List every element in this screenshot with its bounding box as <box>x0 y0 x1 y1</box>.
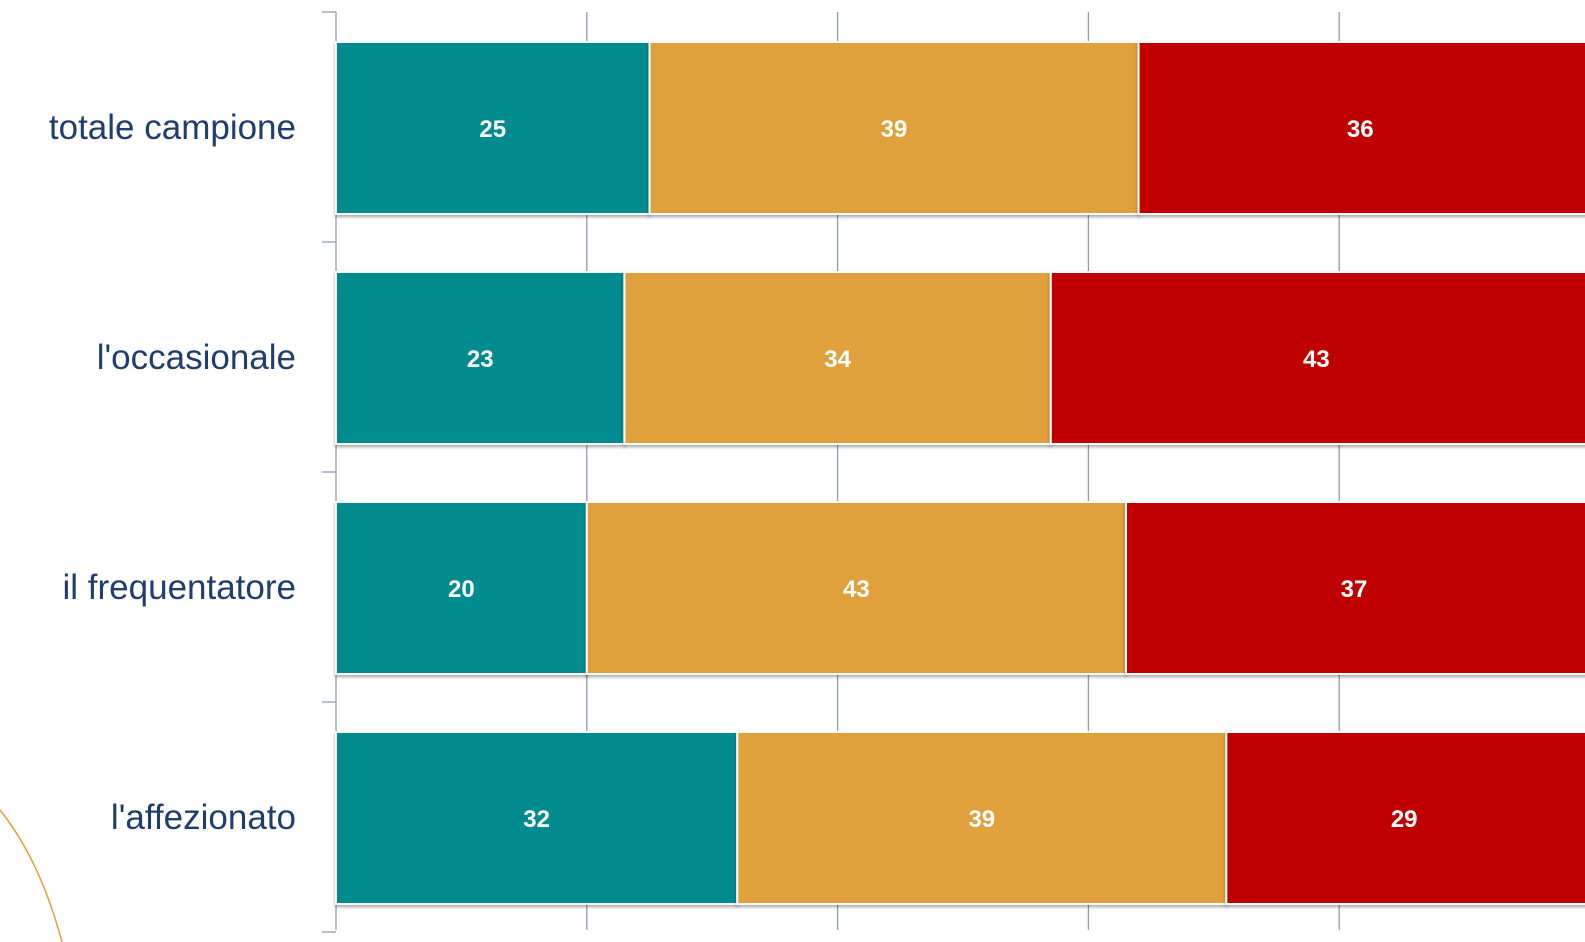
category-label-2: il frequentatore <box>63 568 296 607</box>
data-label-2-2: 37 <box>1341 576 1368 603</box>
bar-3-1 <box>736 731 1228 905</box>
bar-1-2 <box>1049 271 1585 445</box>
data-label-0-1: 39 <box>881 116 908 143</box>
data-label-3-2: 29 <box>1391 806 1418 833</box>
data-label-2-0: 20 <box>448 576 475 603</box>
bar-3-0 <box>335 731 739 905</box>
data-label-2-1: 43 <box>843 576 870 603</box>
data-label-1-1: 34 <box>824 346 851 373</box>
decorative-arc <box>0 809 63 942</box>
category-label-0: totale campione <box>49 108 296 147</box>
category-label-1: l'occasionale <box>97 338 296 377</box>
data-label-1-0: 23 <box>467 346 494 373</box>
data-label-1-2: 43 <box>1303 346 1330 373</box>
bar-1-0 <box>335 271 626 445</box>
bar-2-2 <box>1125 501 1585 675</box>
data-label-0-0: 25 <box>479 116 506 143</box>
bar-3-2 <box>1225 731 1585 905</box>
bar-2-1 <box>585 501 1128 675</box>
bar-0-2 <box>1137 41 1585 215</box>
data-label-3-0: 32 <box>523 806 550 833</box>
bars <box>335 41 1585 905</box>
category-label-3: l'affezionato <box>111 798 296 837</box>
labels: 25 39 36 totale campione 23 34 43 l'occasionale… <box>49 108 1418 837</box>
data-label-0-2: 36 <box>1347 116 1374 143</box>
bar-0-1 <box>648 41 1140 215</box>
data-label-3-1: 39 <box>968 806 995 833</box>
